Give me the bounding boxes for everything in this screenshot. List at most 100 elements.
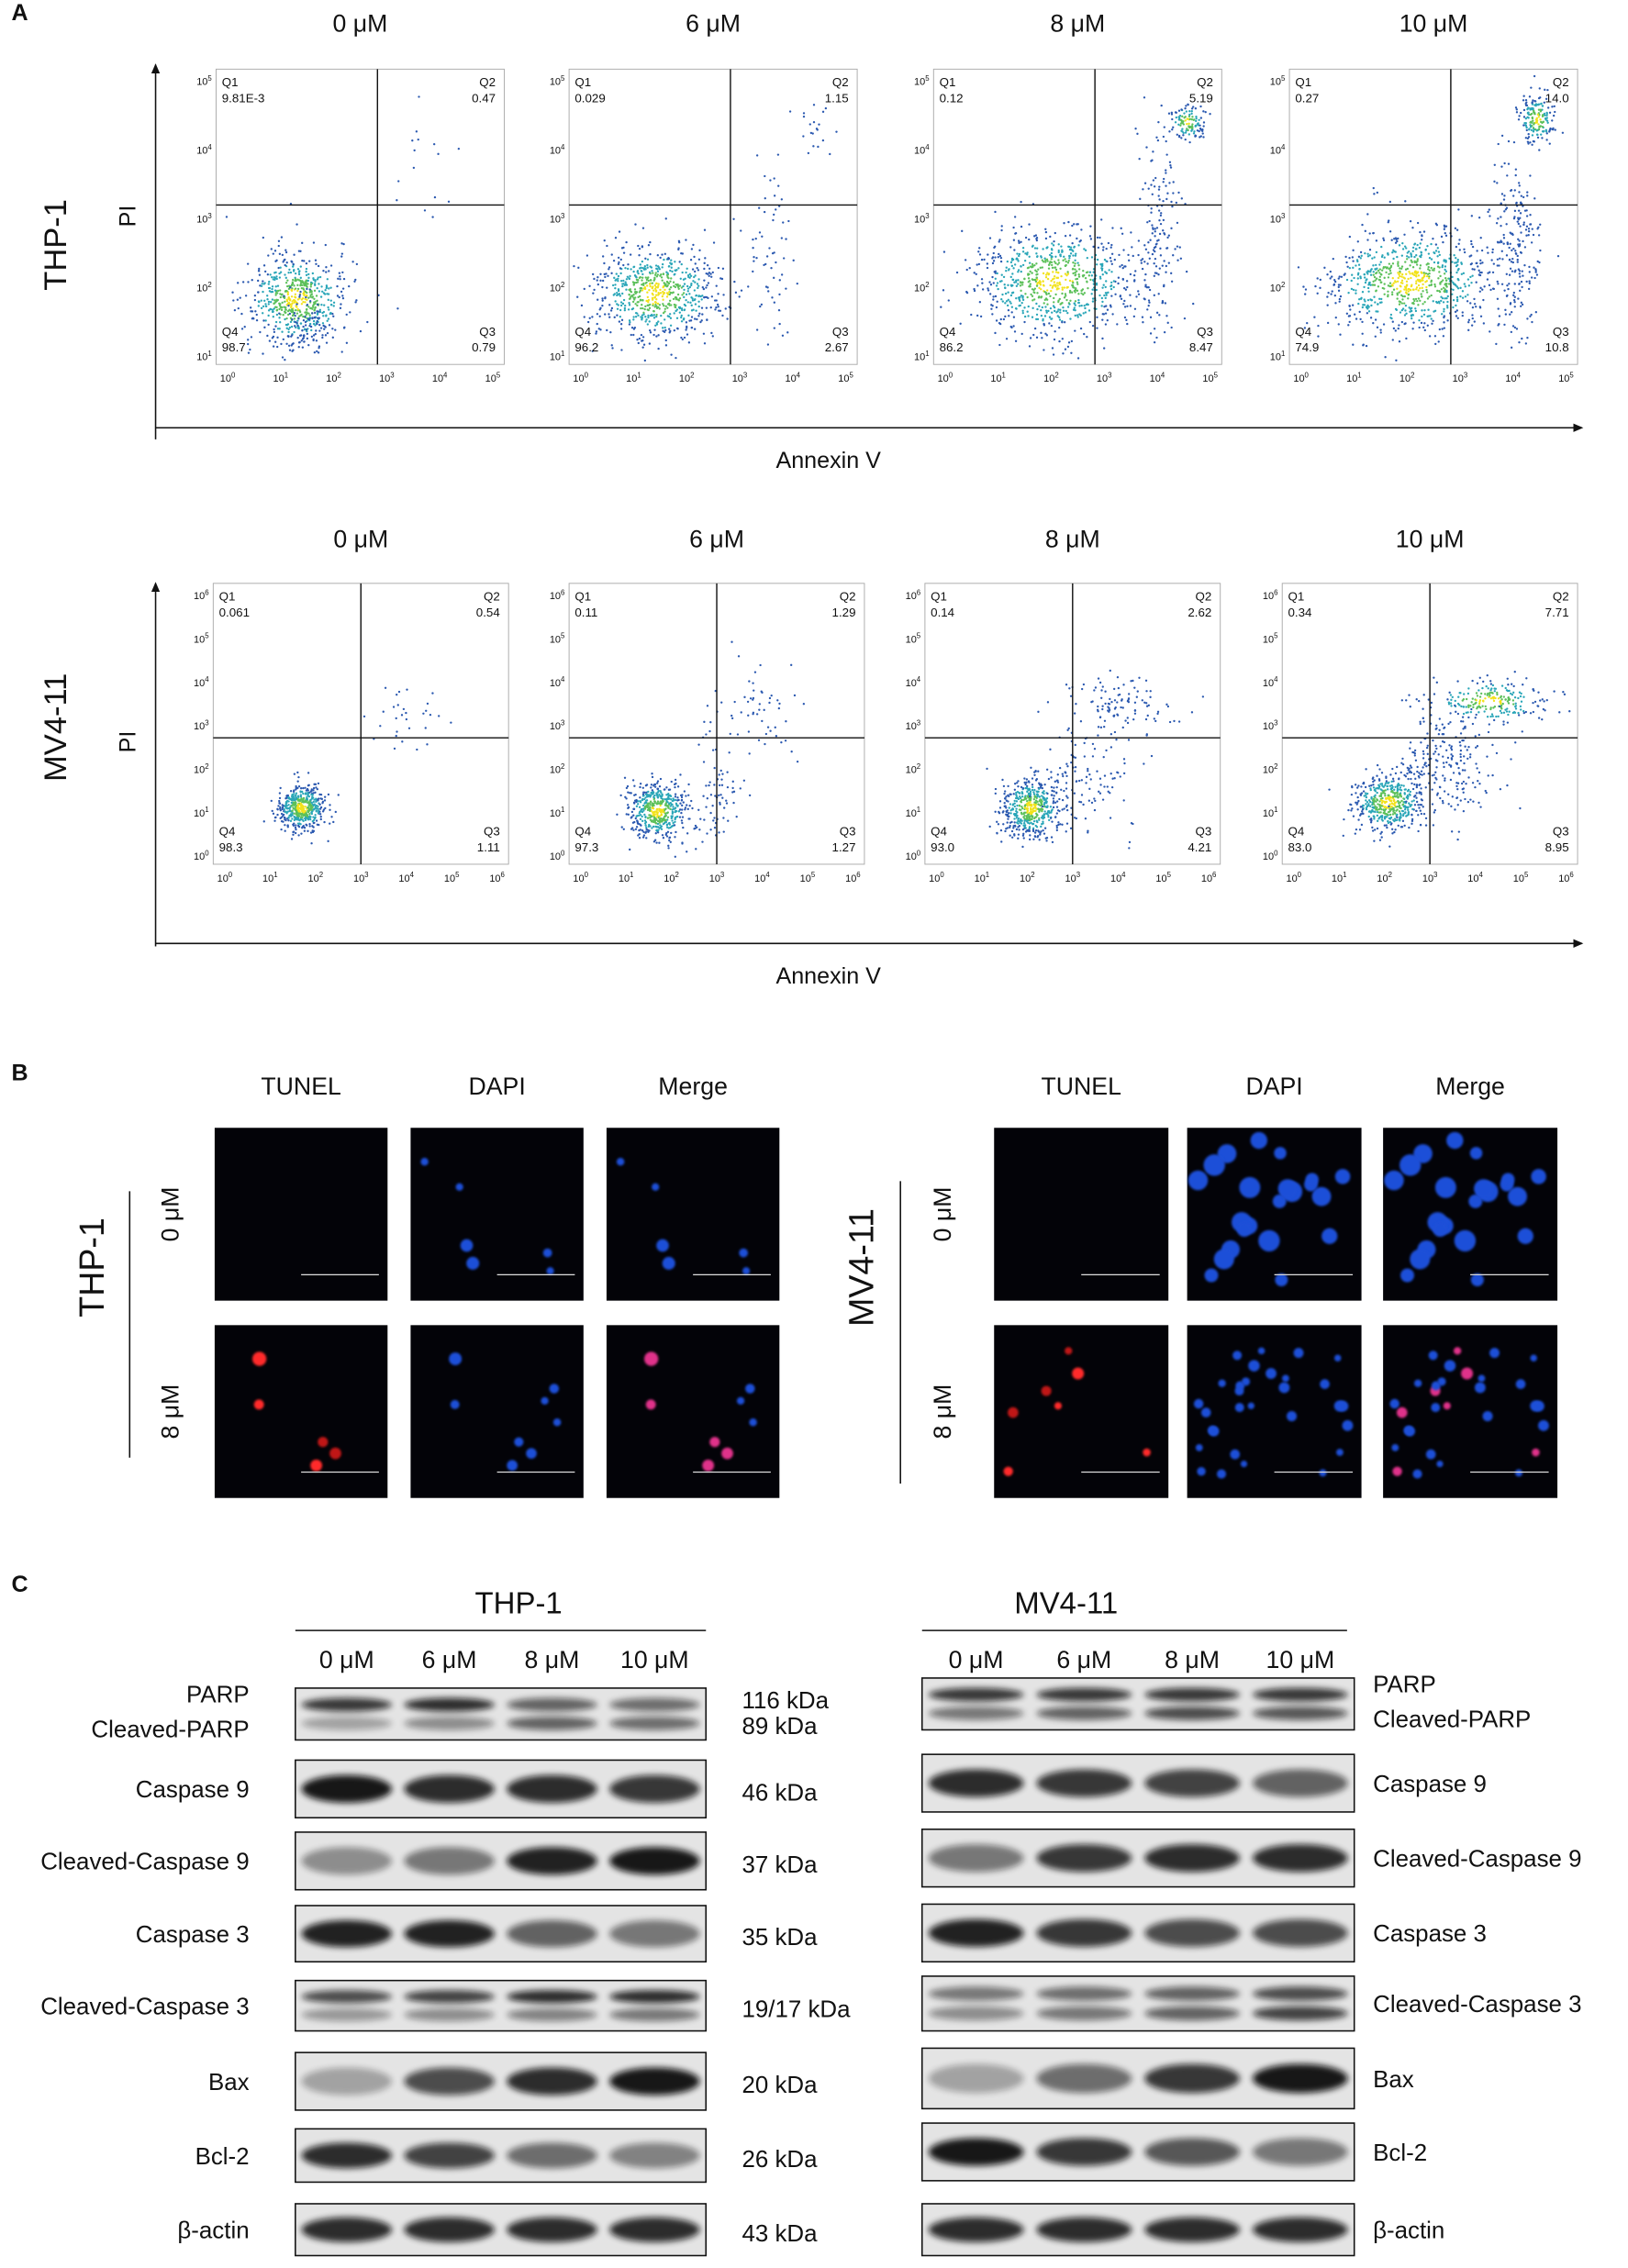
event-dot: [636, 339, 639, 341]
event-dot: [1147, 304, 1150, 307]
event-dot: [658, 841, 661, 844]
event-dot: [273, 276, 275, 279]
event-dot: [1548, 128, 1552, 131]
event-dot: [327, 298, 329, 302]
event-dot: [1129, 294, 1132, 296]
event-dot: [665, 786, 668, 789]
event-dot: [1526, 107, 1529, 110]
event-dot: [1165, 169, 1167, 172]
event-dot: [343, 326, 346, 329]
event-dot: [686, 273, 690, 277]
event-dot: [1092, 271, 1095, 273]
event-dot: [306, 806, 309, 809]
event-dot: [680, 819, 684, 822]
event-dot: [280, 306, 283, 309]
event-dot: [1329, 270, 1332, 273]
event-dot: [273, 819, 276, 822]
event-dot: [1396, 280, 1399, 283]
event-dot: [1057, 243, 1060, 246]
event-dot: [641, 276, 644, 279]
event-dot: [645, 278, 649, 282]
tick-base: 10: [1270, 146, 1281, 157]
quadrant-value: 0.12: [940, 91, 964, 105]
event-dot: [1034, 269, 1037, 272]
event-dot: [341, 271, 344, 274]
event-dot: [288, 268, 291, 272]
event-dot: [306, 824, 308, 827]
event-dot: [321, 322, 325, 325]
event-dot: [639, 263, 642, 266]
event-dot: [595, 330, 598, 333]
tick-base: 10: [194, 634, 205, 645]
event-dot: [326, 331, 329, 335]
event-dot: [1382, 239, 1386, 242]
tick-exponent: 3: [743, 371, 748, 379]
event-dot: [312, 241, 316, 244]
event-dot: [1068, 254, 1071, 258]
event-dot: [231, 291, 234, 294]
event-dot: [674, 793, 677, 795]
event-dot: [1445, 289, 1448, 293]
event-dot: [251, 317, 254, 319]
event-dot: [628, 297, 631, 300]
event-dot: [611, 284, 615, 287]
event-dot: [1504, 308, 1507, 312]
event-dot: [1373, 275, 1377, 279]
event-dot: [1406, 267, 1409, 271]
event-dot: [710, 295, 714, 298]
event-dot: [659, 288, 662, 292]
y-axis-label: PI: [116, 206, 141, 228]
event-dot: [1445, 305, 1449, 307]
event-dot: [1471, 306, 1475, 309]
event-dot: [1531, 107, 1533, 110]
event-dot: [1148, 288, 1152, 292]
event-dot: [255, 313, 258, 317]
event-dot: [1333, 283, 1336, 286]
event-dot: [1415, 280, 1418, 283]
tick-exponent: 2: [561, 281, 564, 289]
event-dot: [296, 824, 300, 828]
event-dot: [1033, 264, 1036, 267]
event-dot: [1076, 357, 1080, 360]
event-dot: [694, 303, 697, 306]
event-dot: [1497, 142, 1500, 146]
event-dot: [292, 823, 295, 826]
y-tick-label: 102: [196, 281, 212, 295]
event-dot: [680, 320, 684, 323]
event-dot: [1541, 114, 1544, 117]
event-dot: [1046, 303, 1049, 306]
event-dot: [614, 286, 617, 290]
event-dot: [319, 815, 322, 818]
event-dot: [1430, 242, 1433, 246]
event-dot: [1389, 272, 1392, 274]
event-dot: [690, 316, 694, 318]
event-dot: [1514, 173, 1517, 177]
event-dot: [326, 319, 329, 322]
event-dot: [1357, 302, 1360, 306]
event-dot: [645, 826, 648, 828]
event-dot: [979, 315, 983, 318]
event-dot: [614, 279, 617, 282]
event-dot: [686, 850, 688, 853]
event-dot: [998, 343, 1001, 347]
event-dot: [1418, 246, 1422, 250]
event-dot: [278, 799, 281, 803]
event-dot: [992, 260, 996, 262]
event-dot: [395, 734, 397, 738]
event-dot: [1452, 299, 1455, 302]
event-dot: [1163, 260, 1165, 262]
event-dot: [305, 294, 308, 297]
event-dot: [1391, 262, 1395, 265]
event-dot: [1177, 134, 1181, 138]
event-dot: [301, 259, 304, 262]
event-dot: [641, 797, 644, 801]
event-dot: [689, 319, 693, 322]
tick-exponent: 4: [443, 371, 448, 379]
event-dot: [306, 337, 309, 340]
event-dot: [1522, 94, 1525, 97]
event-dot: [1456, 287, 1460, 290]
event-dot: [686, 301, 689, 304]
event-dot: [1529, 174, 1532, 177]
event-dot: [304, 281, 307, 284]
event-dot: [1135, 295, 1138, 298]
